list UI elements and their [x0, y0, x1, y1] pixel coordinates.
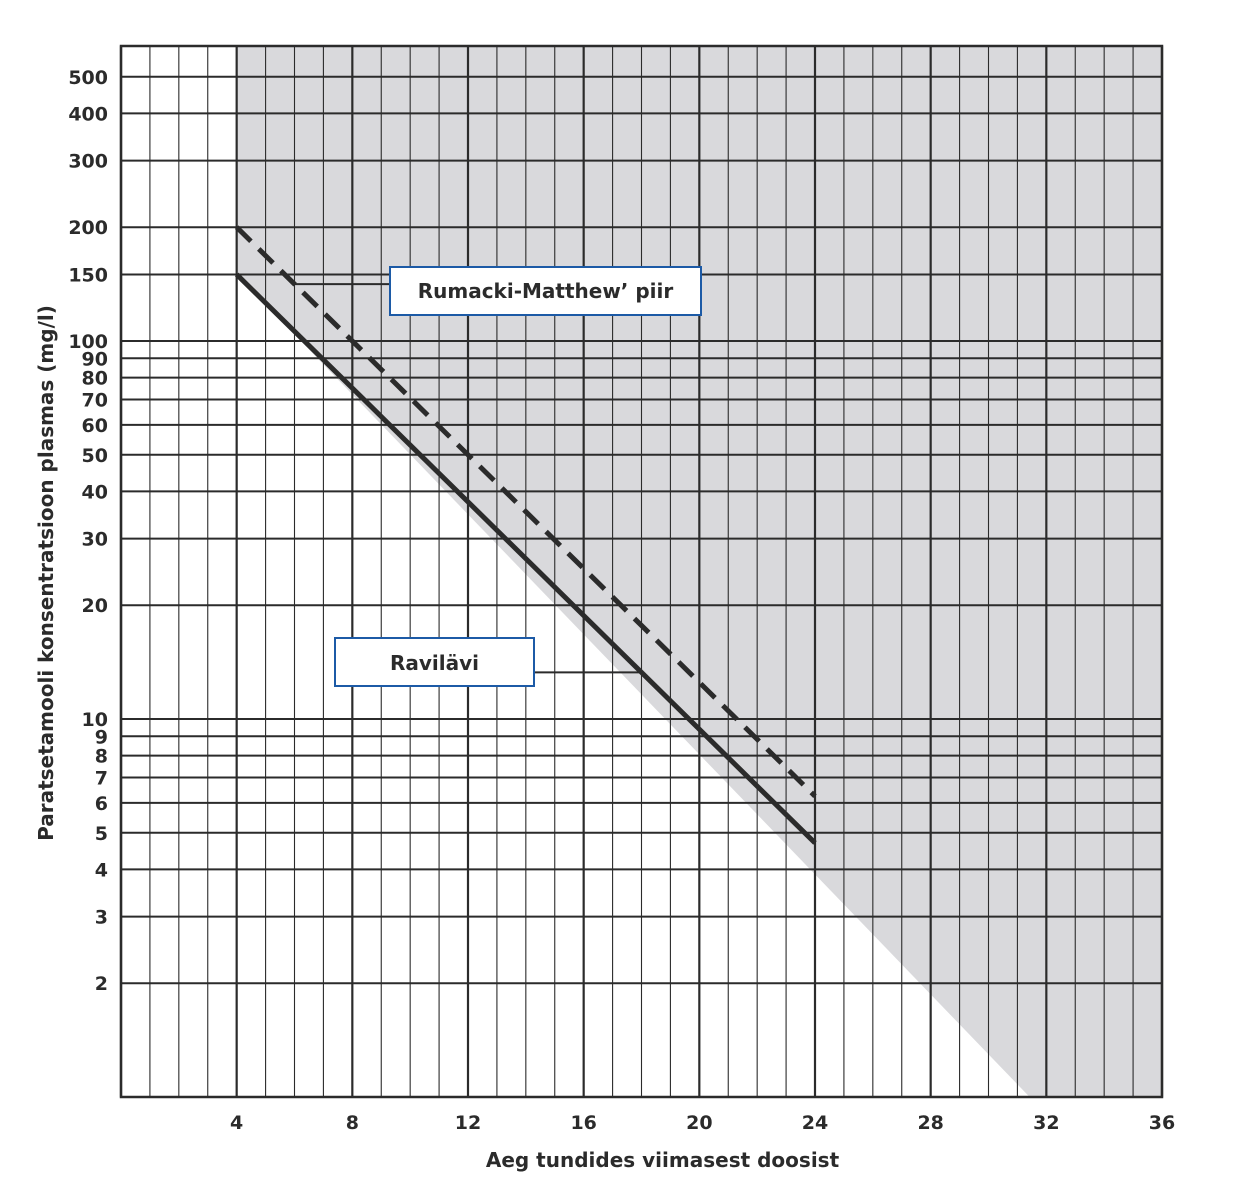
x-tick-label: 24 — [802, 1112, 828, 1134]
y-tick-label: 60 — [82, 415, 108, 437]
y-tick-label: 400 — [68, 103, 108, 125]
x-tick-label: 20 — [686, 1112, 712, 1134]
y-tick-label: 500 — [68, 67, 108, 89]
y-tick-label: 10 — [82, 709, 108, 731]
y-tick-label: 50 — [82, 445, 108, 467]
x-tick-label: 16 — [570, 1112, 596, 1134]
y-tick-label: 40 — [82, 481, 108, 503]
annotation-box — [334, 637, 535, 687]
y-tick-label: 5 — [95, 823, 108, 845]
plot-border — [119, 44, 1164, 1099]
annotation-box — [389, 266, 702, 316]
y-tick-label: 4 — [95, 859, 108, 881]
y-tick-label: 100 — [68, 331, 108, 353]
y-tick-label: 8 — [95, 746, 108, 768]
y-tick-label: 3 — [95, 907, 108, 929]
x-axis-title: Aeg tundides viimasest doosist — [486, 1148, 840, 1172]
y-tick-label: 30 — [82, 529, 108, 551]
y-tick-label: 2 — [95, 973, 108, 995]
y-tick-label: 300 — [68, 151, 108, 173]
y-tick-label: 20 — [82, 595, 108, 617]
y-tick-label: 90 — [82, 348, 108, 370]
y-tick-label: 9 — [95, 726, 108, 748]
y-tick-label: 7 — [95, 768, 108, 790]
x-tick-label: 32 — [1033, 1112, 1059, 1134]
annotation-label: Ravilävi — [390, 651, 479, 675]
y-tick-label: 150 — [68, 264, 108, 286]
y-tick-label: 70 — [82, 390, 108, 412]
rumack-matthew-line — [234, 225, 817, 798]
y-axis-title: Paratsetamooli konsentratsioon plasmas (… — [34, 305, 58, 841]
annotation-label: Rumacki-Matthew’ piir — [418, 279, 674, 303]
x-tick-label: 4 — [230, 1112, 243, 1134]
y-tick-label: 6 — [95, 793, 108, 815]
x-tick-label: 12 — [455, 1112, 481, 1134]
x-tick-label: 36 — [1149, 1112, 1175, 1134]
y-tick-label: 80 — [82, 368, 108, 390]
y-tick-label: 200 — [68, 217, 108, 239]
x-tick-label: 8 — [346, 1112, 359, 1134]
treatment-line — [234, 272, 817, 845]
x-tick-label: 28 — [917, 1112, 943, 1134]
